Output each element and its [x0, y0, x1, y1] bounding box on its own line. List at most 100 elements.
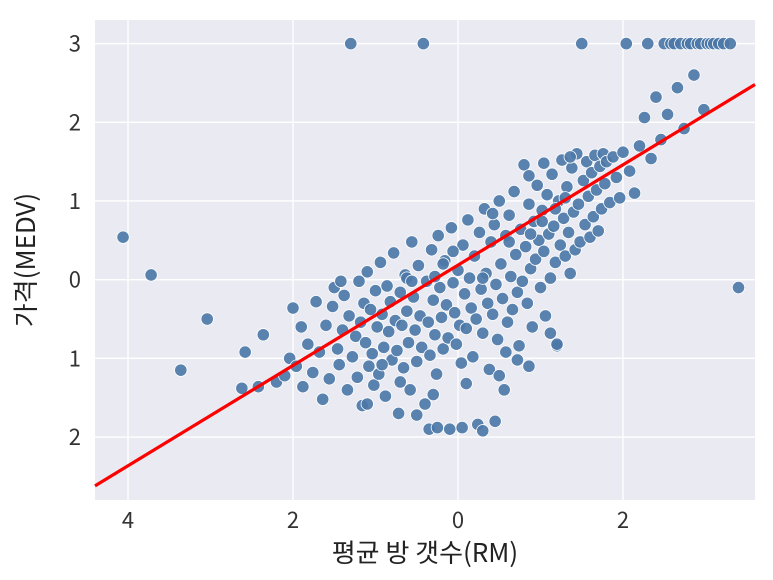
data-point: [381, 280, 393, 292]
data-point: [368, 379, 380, 391]
data-point: [526, 321, 538, 333]
data-point: [511, 286, 523, 298]
data-point: [361, 266, 373, 278]
data-point: [513, 340, 525, 352]
y-tick-label: 2: [69, 420, 81, 452]
data-point: [503, 209, 515, 221]
data-point: [490, 278, 502, 290]
data-point: [406, 275, 418, 287]
data-point: [551, 338, 563, 350]
data-point: [524, 228, 536, 240]
x-tick-label: 2: [617, 503, 629, 535]
data-point: [470, 313, 482, 325]
data-point: [317, 393, 329, 405]
data-point: [460, 377, 472, 389]
data-point: [455, 357, 467, 369]
data-point: [523, 170, 535, 182]
scatter-chart: 4202210123평균 방 갯수(RM)가격(MEDV): [0, 0, 773, 580]
data-point: [561, 181, 573, 193]
data-point: [376, 358, 388, 370]
data-point: [463, 272, 475, 284]
y-tick-label: 0: [69, 263, 81, 295]
data-point: [412, 259, 424, 271]
data-point: [638, 111, 650, 123]
data-point: [493, 195, 505, 207]
y-tick-label: 2: [69, 105, 81, 137]
data-point: [402, 336, 414, 348]
data-point: [396, 319, 408, 331]
data-point: [366, 347, 378, 359]
data-point: [477, 425, 489, 437]
data-point: [564, 151, 576, 163]
data-point: [338, 289, 350, 301]
data-point: [475, 283, 487, 295]
data-point: [500, 346, 512, 358]
data-point: [544, 327, 556, 339]
data-point: [538, 157, 550, 169]
data-point: [201, 313, 213, 325]
data-point: [430, 368, 442, 380]
data-point: [473, 226, 485, 238]
data-point: [310, 296, 322, 308]
data-point: [523, 360, 535, 372]
data-point: [374, 256, 386, 268]
y-tick-label: 1: [69, 341, 81, 373]
data-point: [346, 351, 358, 363]
data-point: [409, 324, 421, 336]
data-point: [462, 214, 474, 226]
data-point: [383, 325, 395, 337]
x-tick-label: 4: [122, 503, 134, 535]
data-point: [445, 222, 457, 234]
data-point: [391, 344, 403, 356]
data-point: [435, 311, 447, 323]
data-point: [449, 307, 461, 319]
data-point: [628, 187, 640, 199]
data-point: [450, 338, 462, 350]
data-point: [397, 362, 409, 374]
y-tick-label: 1: [69, 184, 81, 216]
data-point: [341, 384, 353, 396]
data-point: [614, 192, 626, 204]
data-point: [297, 380, 309, 392]
data-point: [411, 355, 423, 367]
data-point: [437, 258, 449, 270]
data-point: [406, 236, 418, 248]
data-point: [620, 37, 632, 49]
data-point: [546, 168, 558, 180]
data-point: [458, 288, 470, 300]
data-point: [482, 297, 494, 309]
data-point: [427, 294, 439, 306]
data-point: [307, 366, 319, 378]
data-point: [447, 277, 459, 289]
data-point: [501, 316, 513, 328]
data-point: [257, 329, 269, 341]
data-point: [425, 244, 437, 256]
y-tick-label: 3: [69, 27, 81, 59]
data-point: [465, 302, 477, 314]
data-point: [361, 398, 373, 410]
data-point: [486, 207, 498, 219]
data-point: [371, 321, 383, 333]
data-point: [387, 247, 399, 259]
data-point: [564, 267, 576, 279]
data-point: [496, 292, 508, 304]
data-point: [477, 272, 489, 284]
data-point: [505, 270, 517, 282]
data-point: [523, 198, 535, 210]
data-point: [671, 81, 683, 93]
data-point: [554, 239, 566, 251]
data-point: [302, 338, 314, 350]
x-axis-label: 평균 방 갯수(RM): [332, 533, 518, 570]
data-point: [447, 245, 459, 257]
data-point: [145, 269, 157, 281]
data-point: [175, 364, 187, 376]
data-point: [431, 421, 443, 433]
data-point: [456, 421, 468, 433]
x-tick-label: 2: [287, 503, 299, 535]
data-point: [491, 333, 503, 345]
data-point: [477, 327, 489, 339]
data-point: [488, 218, 500, 230]
data-point: [518, 159, 530, 171]
data-point: [460, 322, 472, 334]
data-point: [379, 390, 391, 402]
